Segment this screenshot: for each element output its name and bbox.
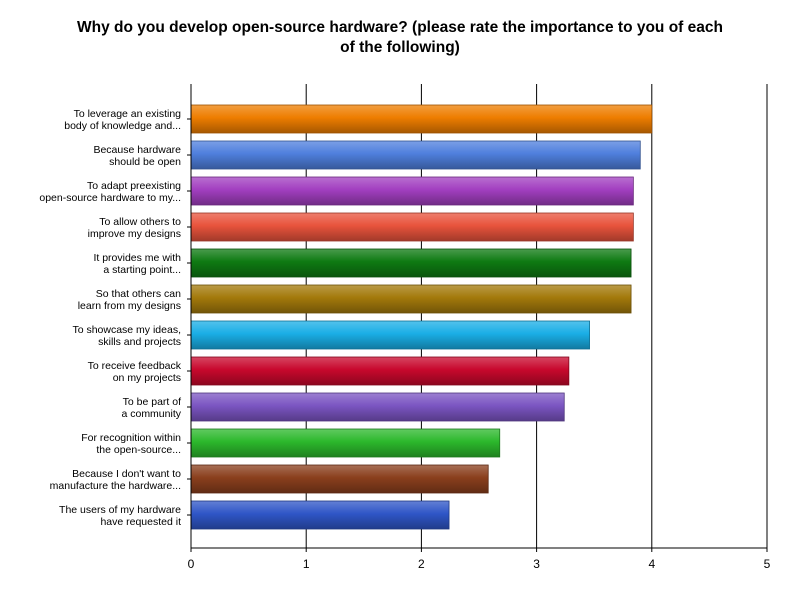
category-label: To receive feedback on my projects <box>88 360 182 384</box>
x-tick-label: 4 <box>648 557 655 571</box>
bar <box>190 356 570 386</box>
bar <box>190 464 489 494</box>
bar <box>190 104 653 134</box>
category-label: Because hardware should be open <box>93 144 181 168</box>
bar <box>190 392 565 422</box>
axes: 0 1 2 3 4 5 <box>187 84 771 571</box>
bar <box>190 176 634 206</box>
category-label: So that others can learn from my designs <box>78 288 181 312</box>
x-tick-label: 2 <box>418 557 425 571</box>
category-label: To adapt preexisting open-source hardware… <box>39 180 181 204</box>
x-tick-label: 5 <box>764 557 771 571</box>
bars <box>190 104 653 530</box>
bar <box>190 320 590 350</box>
category-label: It provides me with a starting point... <box>93 252 181 276</box>
bar <box>190 428 501 458</box>
category-label: The users of my hardware have requested i… <box>59 504 181 528</box>
category-label: Because I don't want to manufacture the h… <box>50 468 181 492</box>
category-label: For recognition within the open-source... <box>81 432 181 456</box>
chart-title-line-2: of the following) <box>340 39 460 56</box>
x-tick-label: 0 <box>188 557 195 571</box>
bar <box>190 212 634 242</box>
x-tick-label: 1 <box>303 557 310 571</box>
chart-title: Why do you develop open-source hardware?… <box>0 18 800 58</box>
x-tick-label: 3 <box>533 557 540 571</box>
category-label: To showcase my ideas, skills and projects <box>72 324 181 348</box>
category-label: To allow others to improve my designs <box>88 216 182 240</box>
bar <box>190 248 632 278</box>
category-label: To leverage an existing body of knowledge… <box>64 108 181 132</box>
bar <box>190 140 641 170</box>
chart-title-line-1: Why do you develop open-source hardware?… <box>77 19 723 36</box>
bar <box>190 284 632 314</box>
category-labels: To leverage an existing body of knowledge… <box>39 108 181 528</box>
bar <box>190 500 450 530</box>
category-label: To be part of a community <box>121 396 181 420</box>
